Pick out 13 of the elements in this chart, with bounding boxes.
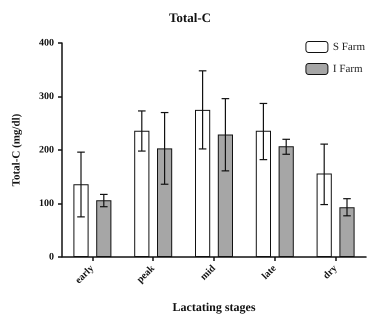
chart-title: Total-C (168, 10, 212, 25)
y-tick-label: 400 (39, 38, 54, 48)
y-tick-label: 300 (39, 91, 54, 102)
x-tick-label: mid (198, 262, 218, 283)
y-tick-label: 200 (39, 144, 54, 156)
legend-label: S Farm (332, 41, 366, 53)
legend-label: I Farm (332, 63, 363, 75)
y-tick-label: 0 (49, 252, 54, 262)
x-tick-label: dry (321, 263, 340, 282)
x-tick-label: late (260, 262, 280, 282)
y-axis-title: Total-C (mg/dl) (10, 113, 22, 186)
x-axis-title: Lactating stages (172, 300, 256, 314)
y-tick-label: 100 (39, 198, 54, 209)
